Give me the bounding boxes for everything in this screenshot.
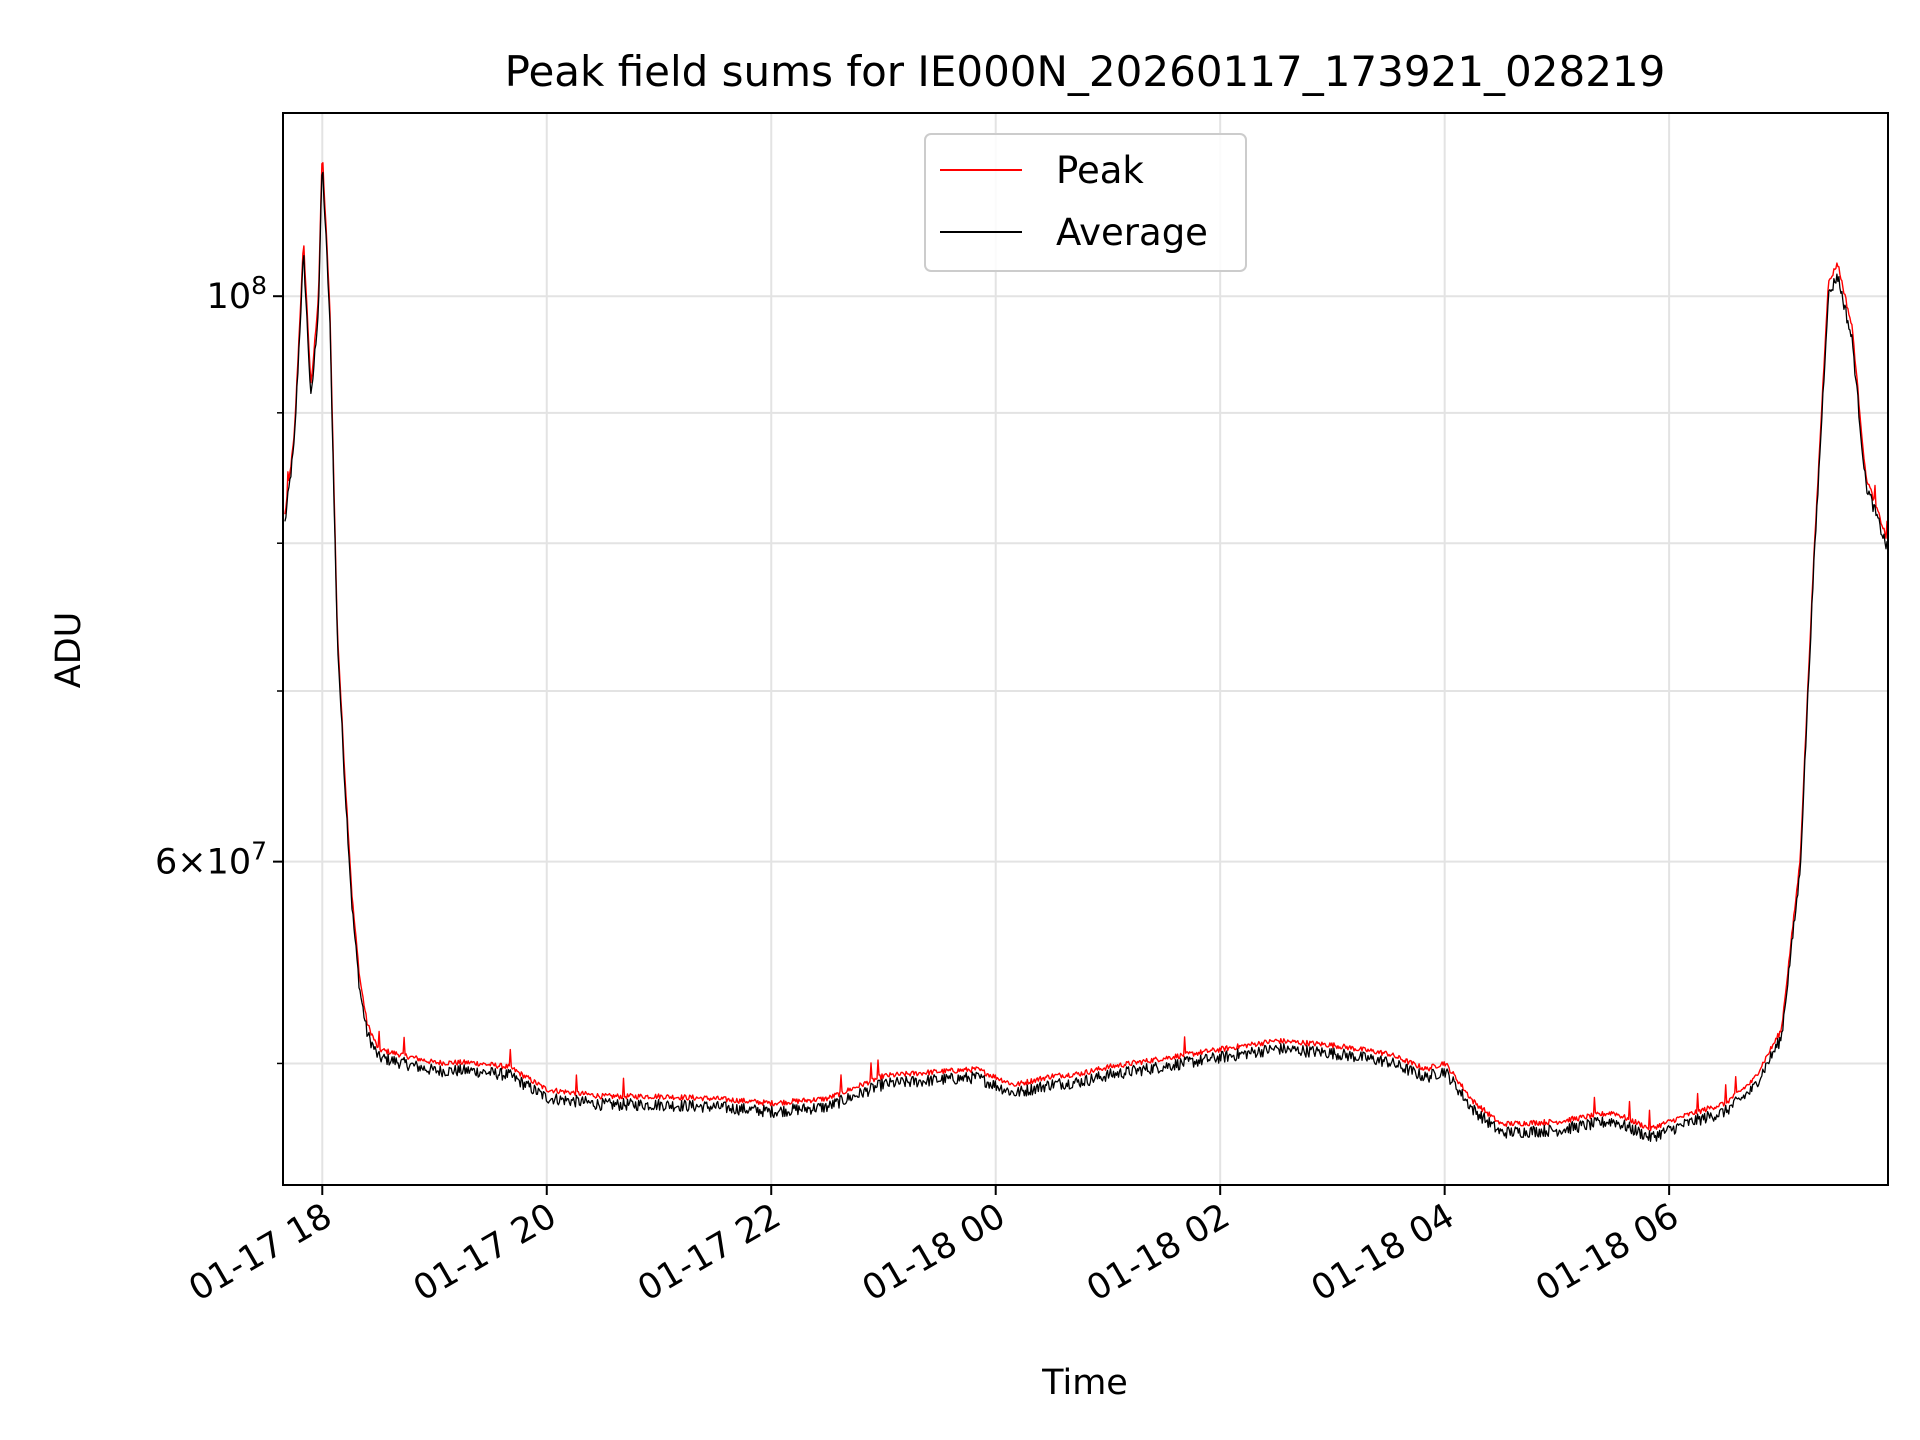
y-axis-label: ADU (49, 612, 89, 689)
grid (283, 113, 1888, 1185)
chart-title: Peak field sums for IE000N_20260117_1739… (505, 47, 1666, 96)
y-tick-label: 108 (207, 271, 267, 317)
legend-box (924, 133, 1247, 272)
series-line-peak (284, 162, 1889, 1132)
legend-label-peak: Peak (1056, 149, 1144, 192)
legend-label-average: Average (1056, 211, 1208, 254)
legend: Peak Average (924, 133, 1247, 272)
plot-frame (282, 112, 1889, 1186)
plot-lines (284, 162, 1889, 1142)
y-tick-label: 6×107 (155, 837, 267, 883)
series-line-average (284, 171, 1889, 1142)
x-axis-label: Time (1041, 1363, 1128, 1403)
